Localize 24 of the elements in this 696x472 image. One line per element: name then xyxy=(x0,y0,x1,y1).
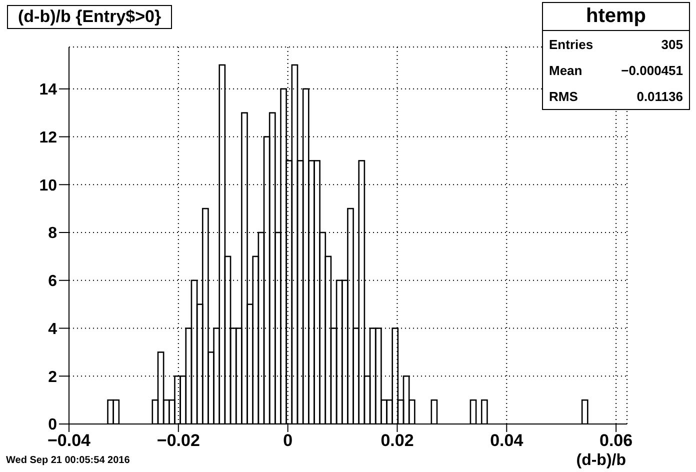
annotation: Entries xyxy=(549,37,594,52)
x-tick-label: 0.02 xyxy=(380,431,414,450)
x-tick-label: −0.04 xyxy=(47,431,92,450)
annotation: RMS xyxy=(549,89,578,104)
y-tick-label: 2 xyxy=(48,368,58,386)
x-tick-label: −0.02 xyxy=(156,431,200,450)
y-tick-label: 4 xyxy=(48,320,58,338)
y-tick-label: 0 xyxy=(48,416,58,434)
text: htemp xyxy=(543,3,689,31)
text: 0.01136 xyxy=(636,89,683,104)
y-tick-label: 6 xyxy=(48,273,58,290)
x-tick-label: 0 xyxy=(283,431,293,450)
x-tick-label: 0.06 xyxy=(600,431,633,450)
y-tick-label: 12 xyxy=(39,129,58,146)
annotation: −0.000451 xyxy=(621,63,683,78)
y-tick-label: 14 xyxy=(39,82,58,99)
y-tick-label: 8 xyxy=(48,225,58,242)
y-tick-label: 10 xyxy=(39,177,58,194)
x-tick-label: 0.04 xyxy=(490,431,524,450)
text: 305 xyxy=(661,37,683,52)
text: Wed Sep 21 00:05:54 2016 xyxy=(6,455,130,466)
chart-title: (d-b)/b {Entry$>0} xyxy=(7,5,172,29)
annotation: Mean xyxy=(549,63,582,78)
x-axis-title: (d-b)/b xyxy=(576,452,626,470)
